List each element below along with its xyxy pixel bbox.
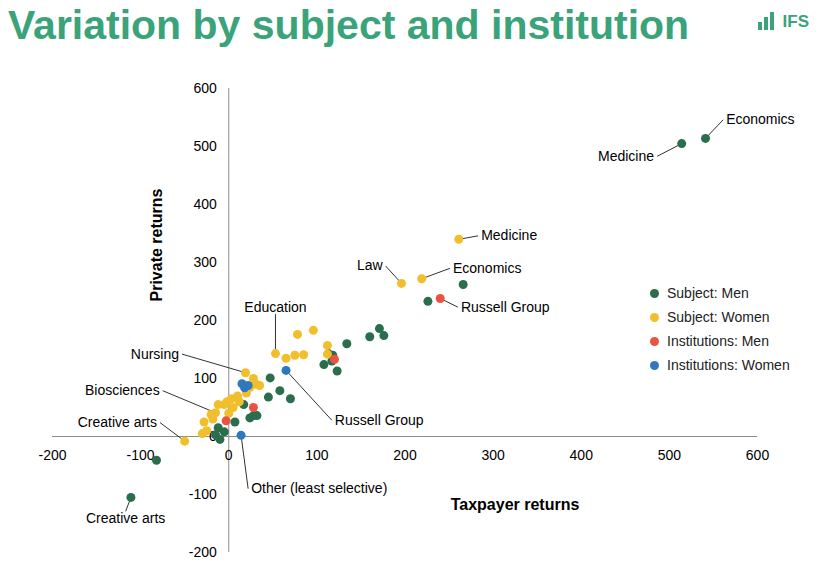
html-text:Subject: Women: Subject: Women [667,309,770,325]
svg-text:0: 0 [225,447,233,463]
svg-text:600: 600 [193,80,217,96]
svg-text:200: 200 [193,312,217,328]
svg-text:Russell Group: Russell Group [461,299,550,315]
svg-text:Creative arts: Creative arts [86,510,165,526]
svg-text:500: 500 [658,447,682,463]
svg-text:Education: Education [244,299,306,315]
svg-text:Biosciences: Biosciences [85,382,160,398]
svg-text:300: 300 [481,447,505,463]
html-text:Institutions: Women: Institutions: Women [667,357,790,373]
html-text:Subject: Men: Subject: Men [667,285,749,301]
html-text:Taxpayer returns: Taxpayer returns [450,496,580,513]
svg-text:-200: -200 [38,447,66,463]
svg-text:Law: Law [357,257,384,273]
svg-text:600: 600 [746,447,770,463]
svg-text:200: 200 [393,447,417,463]
html-text:Private returns: Private returns [148,188,165,302]
svg-text:-100: -100 [127,447,155,463]
svg-text:Other (least selective): Other (least selective) [251,480,387,496]
svg-text:Russell Group: Russell Group [335,412,424,428]
svg-text:100: 100 [305,447,329,463]
svg-text:-200: -200 [189,544,217,560]
html-text:IFS: IFS [782,12,809,31]
svg-text:Economics: Economics [453,260,521,276]
svg-text:Nursing: Nursing [131,346,179,362]
svg-text:Economics: Economics [726,111,794,127]
svg-text:Medicine: Medicine [598,148,654,164]
svg-text:400: 400 [570,447,594,463]
svg-text:Creative arts: Creative arts [78,414,157,430]
html-text:Variation by subject and insti: Variation by subject and institution [8,2,690,48]
svg-text:Medicine: Medicine [481,227,537,243]
svg-text:300: 300 [193,254,217,270]
html-text:Institutions: Men: Institutions: Men [667,333,769,349]
svg-text:-100: -100 [189,486,217,502]
svg-text:500: 500 [193,138,217,154]
svg-text:100: 100 [193,370,217,386]
svg-text:400: 400 [193,196,217,212]
